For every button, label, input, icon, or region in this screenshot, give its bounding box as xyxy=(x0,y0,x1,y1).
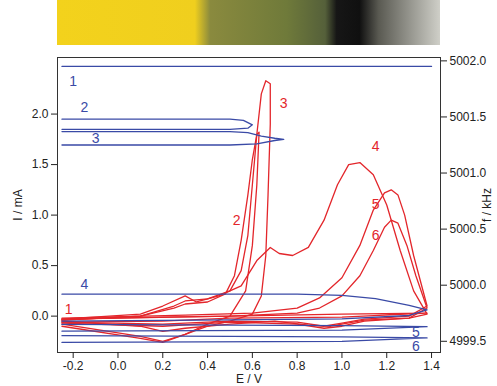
svg-text:6: 6 xyxy=(372,227,380,243)
svg-text:1: 1 xyxy=(69,73,77,89)
svg-text:3: 3 xyxy=(280,95,288,111)
svg-text:5002.0: 5002.0 xyxy=(450,54,487,68)
svg-text:0.4: 0.4 xyxy=(199,359,216,373)
svg-text:f / kHz: f / kHz xyxy=(480,188,494,222)
svg-text:4: 4 xyxy=(372,138,380,154)
svg-text:5000.5: 5000.5 xyxy=(450,222,487,236)
svg-text:6: 6 xyxy=(412,338,420,354)
svg-text:1.0: 1.0 xyxy=(32,208,49,222)
svg-text:1.5: 1.5 xyxy=(32,157,49,171)
svg-text:0.0: 0.0 xyxy=(110,359,127,373)
svg-text:3: 3 xyxy=(92,130,100,146)
svg-text:E / V: E / V xyxy=(236,372,262,386)
svg-text:1: 1 xyxy=(65,301,73,317)
svg-text:2: 2 xyxy=(80,99,88,115)
svg-text:0.6: 0.6 xyxy=(244,359,261,373)
svg-text:2.0: 2.0 xyxy=(32,107,49,121)
svg-text:0.0: 0.0 xyxy=(32,309,49,323)
svg-text:5: 5 xyxy=(412,323,420,340)
svg-text:0.8: 0.8 xyxy=(289,359,306,373)
svg-text:5001.5: 5001.5 xyxy=(450,110,487,124)
svg-text:I / mA: I / mA xyxy=(11,189,25,220)
svg-text:2: 2 xyxy=(233,212,241,228)
svg-text:4: 4 xyxy=(80,276,88,292)
svg-text:4999.5: 4999.5 xyxy=(450,334,487,348)
svg-text:-0.2: -0.2 xyxy=(63,359,84,373)
svg-text:5: 5 xyxy=(372,196,380,212)
svg-text:1.2: 1.2 xyxy=(378,359,395,373)
svg-text:1.0: 1.0 xyxy=(334,359,351,373)
svg-text:0.2: 0.2 xyxy=(154,359,171,373)
svg-text:5001.0: 5001.0 xyxy=(450,166,487,180)
svg-text:0.5: 0.5 xyxy=(32,258,49,272)
svg-text:5000.0: 5000.0 xyxy=(450,278,487,292)
svg-text:1.4: 1.4 xyxy=(423,359,440,373)
